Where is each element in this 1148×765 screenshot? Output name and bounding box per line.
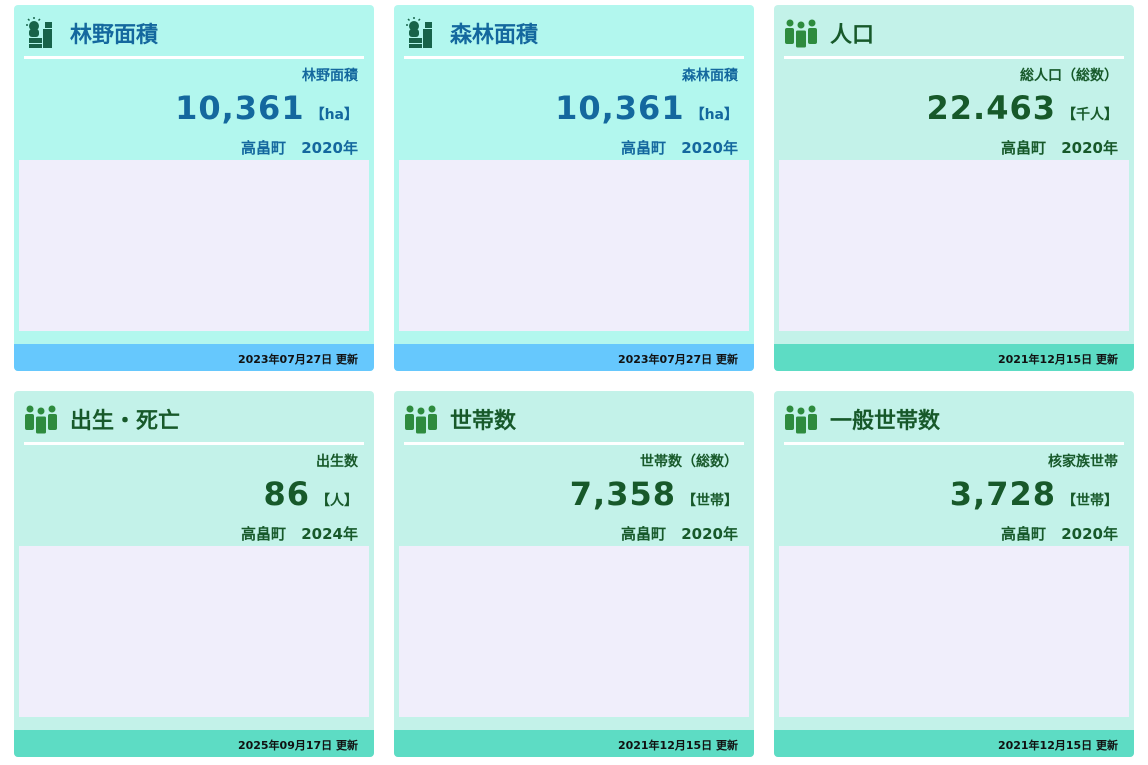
- forest-icon: 00.20.40.60.81198020002020: [26, 17, 52, 48]
- place-year: 高畠町 2020年: [1001, 525, 1118, 543]
- chart[interactable]: [19, 546, 369, 717]
- divider: [404, 56, 744, 59]
- chart[interactable]: [779, 546, 1129, 717]
- stat-card[interactable]: 0246198020002020 一般世帯数 核家族世帯 3,728 【世帯】 高畠…: [774, 391, 1134, 757]
- indicator-unit: 【人】: [316, 493, 358, 509]
- card-title: 世帯数: [450, 409, 517, 434]
- divider: [784, 56, 1124, 59]
- place-year: 高畠町 2020年: [1001, 139, 1118, 157]
- place-year: 高畠町 2024年: [241, 525, 358, 543]
- card-header: 0246198020002020 一般世帯数: [784, 399, 940, 439]
- updated-date: 2021年12月15日 更新: [394, 730, 754, 757]
- divider: [784, 442, 1124, 445]
- chart[interactable]: [399, 546, 749, 717]
- stat-card[interactable]: 0246198020002020 世帯数 世帯数（総数） 7,358 【世帯】 高畠…: [394, 391, 754, 757]
- card-title: 一般世帯数: [830, 409, 941, 434]
- indicator-unit: 【ha】: [310, 107, 358, 123]
- indicator-value: 7,358: [569, 475, 676, 513]
- card-header: 01020198020002020 人口: [784, 13, 874, 53]
- chart[interactable]: [19, 160, 369, 331]
- indicator-value: 22.463: [926, 89, 1056, 127]
- updated-date: 2023年07月27日 更新: [14, 344, 374, 371]
- updated-date: 2025年09月17日 更新: [14, 730, 374, 757]
- people-icon: 0246198020002020: [405, 405, 437, 435]
- indicator-label: 核家族世帯: [1048, 454, 1118, 470]
- card-header: 00.20.40.60.81198020002020 森林面積: [404, 13, 538, 53]
- indicator-value: 86: [263, 475, 310, 513]
- card-header: 0246198020002020 世帯数: [404, 399, 516, 439]
- forest-icon: 00.20.40.60.81198020002020: [406, 17, 432, 48]
- indicator-label: 林野面積: [302, 68, 358, 84]
- indicator-unit: 【世帯】: [1062, 493, 1118, 509]
- indicator-value: 10,361: [175, 89, 305, 127]
- indicator-label: 出生数: [316, 454, 358, 470]
- updated-date: 2021年12月15日 更新: [774, 344, 1134, 371]
- indicator-unit: 【千人】: [1062, 107, 1118, 123]
- divider: [24, 442, 364, 445]
- card-title: 人口: [830, 23, 875, 48]
- people-icon: 0246198020002020: [785, 405, 817, 435]
- updated-date: 2021年12月15日 更新: [774, 730, 1134, 757]
- indicator-value: 10,361: [555, 89, 685, 127]
- indicator-label: 総人口（総数）: [1020, 68, 1118, 84]
- divider: [24, 56, 364, 59]
- indicator-unit: 【世帯】: [682, 493, 738, 509]
- people-icon: 050100150200200520152024: [25, 405, 57, 435]
- place-year: 高畠町 2020年: [621, 139, 738, 157]
- stat-card[interactable]: 00.20.40.60.81198020002020 森林面積 森林面積 10,3…: [394, 5, 754, 371]
- place-year: 高畠町 2020年: [241, 139, 358, 157]
- stat-card[interactable]: 00.20.40.60.81198020002020 林野面積 林野面積 10,3…: [14, 5, 374, 371]
- indicator-label: 森林面積: [682, 68, 738, 84]
- stat-card[interactable]: 01020198020002020 人口 総人口（総数） 22.463 【千人】 高…: [774, 5, 1134, 371]
- people-icon: 01020198020002020: [785, 19, 817, 49]
- card-title: 森林面積: [450, 23, 539, 48]
- card-title: 出生・死亡: [70, 409, 181, 434]
- card-title: 林野面積: [70, 23, 159, 48]
- indicator-label: 世帯数（総数）: [640, 454, 738, 470]
- card-header: 00.20.40.60.81198020002020 林野面積: [24, 13, 158, 53]
- indicator-value: 3,728: [949, 475, 1056, 513]
- updated-date: 2023年07月27日 更新: [394, 344, 754, 371]
- chart[interactable]: [399, 160, 749, 331]
- card-header: 050100150200200520152024 出生・死亡: [24, 399, 180, 439]
- place-year: 高畠町 2020年: [621, 525, 738, 543]
- chart[interactable]: [779, 160, 1129, 331]
- stat-card[interactable]: 050100150200200520152024出生・死亡 出生数 86【人】 …: [14, 391, 374, 757]
- indicator-unit: 【ha】: [690, 107, 738, 123]
- divider: [404, 442, 744, 445]
